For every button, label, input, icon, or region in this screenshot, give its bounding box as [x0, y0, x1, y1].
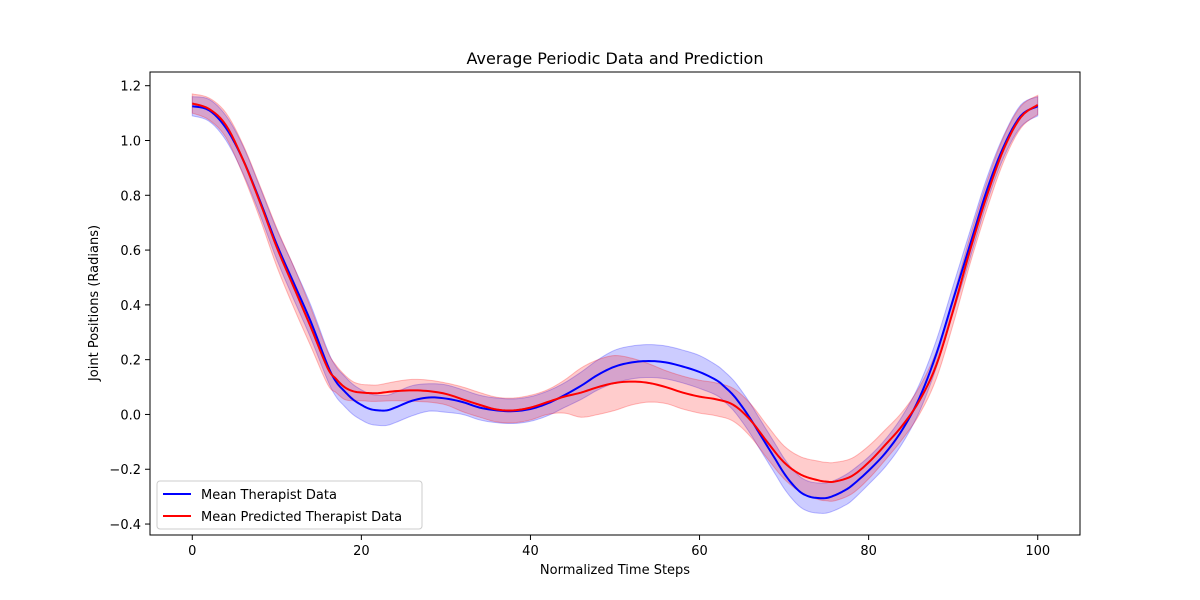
y-tick-label: 0.8 — [120, 189, 141, 204]
x-tick-label: 20 — [353, 544, 370, 559]
series-band-2 — [191, 93, 1039, 502]
y-tick-label: 0.6 — [120, 244, 141, 259]
legend-label-2: Mean Predicted Therapist Data — [201, 510, 402, 525]
y-tick-label: 0.2 — [120, 354, 141, 369]
legend: Mean Therapist Data Mean Predicted Therap… — [156, 480, 423, 530]
x-tick-label: 40 — [522, 544, 539, 559]
y-tick-label: 0.4 — [120, 299, 141, 314]
plot-frame — [149, 71, 1081, 536]
chart-title: Average Periodic Data and Prediction — [467, 49, 764, 68]
y-axis-label: Joint Positions (Radians) — [87, 225, 102, 382]
y-tick-label: −0.4 — [109, 518, 141, 533]
series-line-1 — [192, 105, 1039, 500]
y-tick-label: −0.2 — [109, 463, 141, 478]
x-axis: 0 20 40 60 80 100 — [188, 535, 1050, 559]
x-tick-label: 60 — [691, 544, 708, 559]
y-axis: −0.4 −0.2 0.0 0.2 0.4 0.6 0.8 1.0 1.2 — [109, 80, 150, 533]
x-tick-label: 100 — [1025, 544, 1050, 559]
series-line-2 — [192, 102, 1039, 484]
y-tick-label: 0.0 — [120, 408, 141, 423]
plot-area — [191, 93, 1039, 514]
y-tick-label: 1.2 — [120, 80, 141, 95]
x-tick-label: 0 — [188, 544, 196, 559]
y-tick-label: 1.0 — [120, 134, 141, 149]
x-axis-label: Normalized Time Steps — [540, 563, 690, 578]
legend-box — [156, 480, 423, 530]
x-tick-label: 80 — [860, 544, 877, 559]
series-band-1 — [191, 95, 1039, 514]
legend-label-1: Mean Therapist Data — [201, 488, 337, 503]
